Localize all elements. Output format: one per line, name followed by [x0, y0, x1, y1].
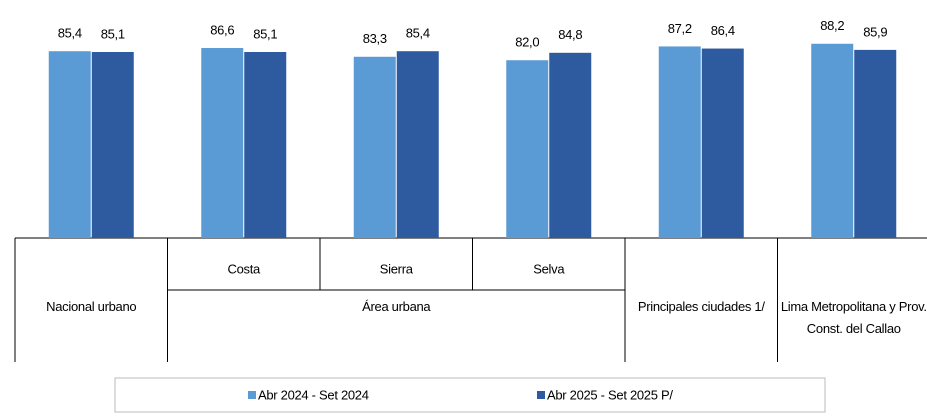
legend-box — [114, 377, 826, 413]
bar — [701, 48, 744, 238]
value-label: 86,6 — [210, 22, 234, 37]
value-label: 85,9 — [863, 24, 887, 39]
bar — [549, 52, 592, 238]
group-label: Área urbana — [362, 299, 431, 314]
bar — [811, 43, 854, 238]
category-label: Sierra — [380, 261, 414, 276]
category-label: Costa — [228, 261, 262, 276]
value-label: 85,4 — [406, 26, 430, 41]
legend-swatch — [537, 391, 545, 399]
value-label: 85,1 — [101, 26, 125, 41]
legend-label: Abr 2024 - Set 2024 — [258, 387, 369, 402]
value-label: 85,4 — [58, 26, 82, 41]
bar — [506, 60, 549, 238]
value-label: 84,8 — [558, 27, 582, 42]
legend-label: Abr 2025 - Set 2025 P/ — [547, 387, 673, 402]
bar — [91, 52, 134, 238]
group-label: Principales ciudades 1/ — [638, 299, 765, 314]
value-label: 82,0 — [515, 35, 539, 50]
bar — [244, 52, 287, 238]
bar — [48, 51, 91, 238]
bar — [396, 51, 439, 238]
value-label: 86,4 — [711, 23, 735, 38]
value-label: 83,3 — [363, 31, 387, 46]
bar — [353, 56, 396, 239]
value-label: 85,1 — [253, 26, 277, 41]
value-label: 88,2 — [820, 18, 844, 33]
legend-swatch — [248, 391, 256, 399]
bar — [658, 46, 701, 238]
bar — [854, 49, 897, 239]
value-label: 87,2 — [668, 21, 692, 36]
group-label: Lima Metropolitana y Prov. Const. del Cal… — [781, 299, 927, 336]
bar — [201, 48, 244, 238]
group-label: Nacional urbano — [46, 299, 136, 314]
category-label: Selva — [533, 261, 565, 276]
